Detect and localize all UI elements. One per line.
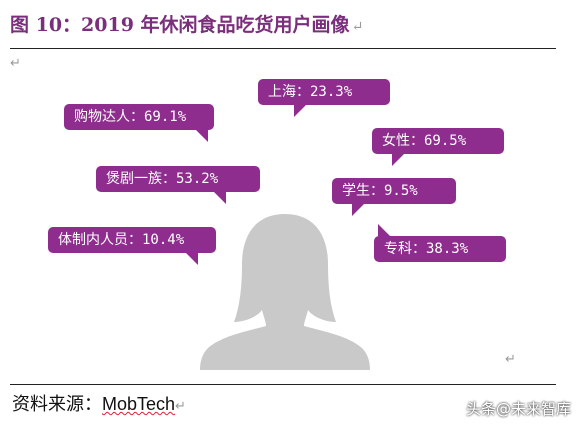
bubble-shanghai-label: 上海：23.3%: [268, 84, 353, 100]
bubble-tail-icon: [196, 130, 208, 142]
return-mark-icon: ↵: [505, 352, 516, 367]
bubble-xuesheng: 学生：9.5%: [332, 178, 456, 216]
bubble-tail-icon: [214, 192, 226, 204]
bubble-tizhi: 体制内人员：10.4%: [48, 227, 216, 265]
bubble-nvxing: 女性：69.5%: [372, 128, 504, 166]
bubble-tail-icon: [294, 105, 306, 117]
return-mark-icon: ↵: [175, 398, 186, 413]
bubble-zhuanke-label: 专科：38.3%: [384, 241, 469, 257]
bubble-tail-icon: [352, 204, 364, 216]
bubble-yingju: 煲剧一族：53.2%: [96, 166, 260, 204]
source-line: 资料来源：MobTech↵: [12, 390, 186, 416]
bubble-tail-icon: [378, 224, 390, 236]
source-label: 资料来源：: [12, 394, 102, 414]
return-mark-icon: ↵: [10, 56, 21, 71]
figure-title-text: 图 10：2019 年休闲食品吃货用户画像: [10, 14, 350, 36]
bubble-gouwu-label: 购物达人：69.1%: [74, 109, 187, 125]
bubble-gouwu: 购物达人：69.1%: [64, 104, 214, 142]
bubble-yingju-label: 煲剧一族：53.2%: [106, 171, 219, 187]
bubble-tail-icon: [392, 154, 404, 166]
bubble-zhuanke: 专科：38.3%: [374, 224, 506, 262]
bubble-tizhi-label: 体制内人员：10.4%: [58, 232, 185, 248]
top-divider: [10, 48, 556, 49]
figure-title: 图 10：2019 年休闲食品吃货用户画像 ↵: [10, 10, 363, 37]
bubble-tail-icon: [186, 253, 198, 265]
source-brand: MobTech: [102, 394, 176, 414]
watermark: 头条@未来智库: [465, 400, 571, 418]
return-mark-icon: ↵: [351, 19, 364, 35]
bubble-nvxing-label: 女性：69.5%: [382, 133, 467, 149]
bubble-shanghai: 上海：23.3%: [258, 79, 390, 117]
female-silhouette-icon: [200, 214, 370, 370]
bubble-xuesheng-label: 学生：9.5%: [342, 183, 418, 199]
bottom-divider: [10, 384, 556, 385]
